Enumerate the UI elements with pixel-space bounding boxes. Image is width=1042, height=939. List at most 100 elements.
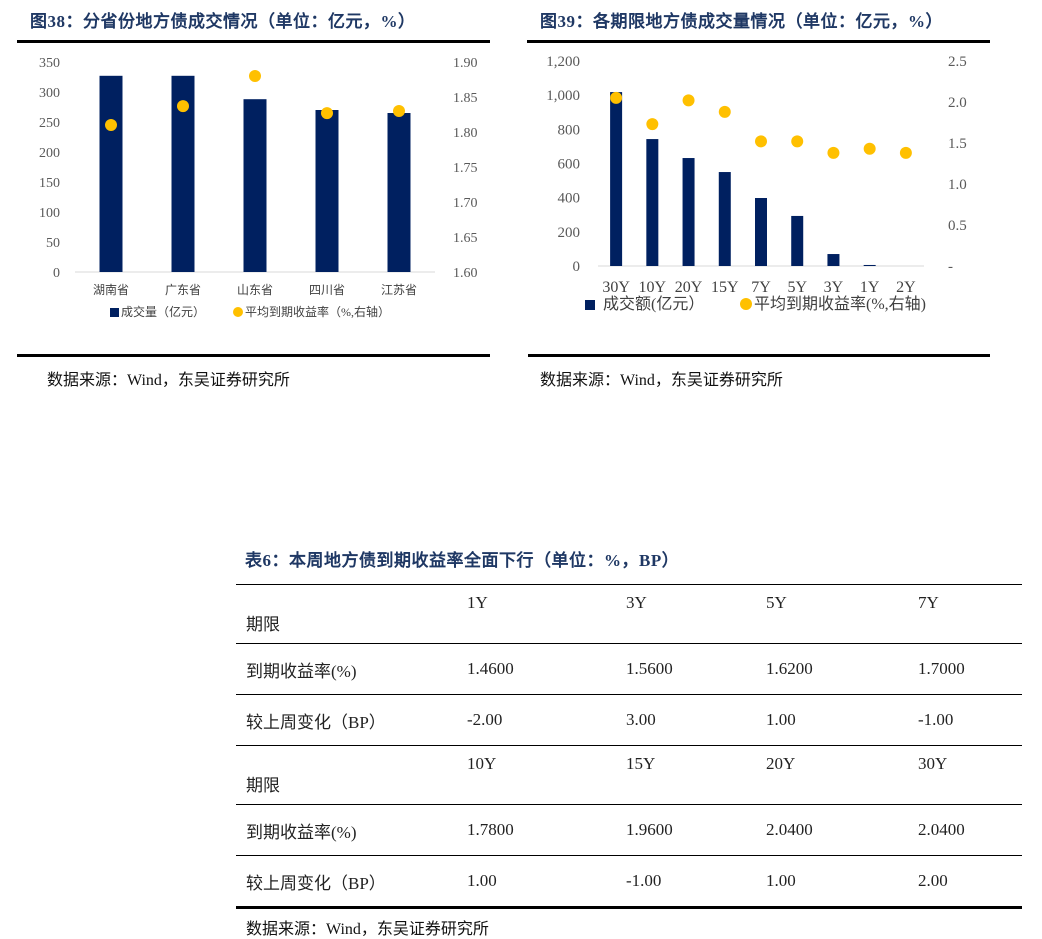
table-cell: 5Y bbox=[748, 584, 900, 644]
y-right-tick: - bbox=[948, 259, 953, 275]
table-cell: 2.0400 bbox=[748, 804, 900, 856]
x-category-label: 7Y bbox=[751, 279, 771, 296]
table-cell: 30Y bbox=[900, 745, 1022, 805]
y-right-tick: 1.85 bbox=[453, 91, 478, 106]
table-row: 较上周变化（BP） 1.00 -1.00 1.00 2.00 bbox=[236, 855, 1022, 909]
y-right-tick: 1.60 bbox=[453, 266, 478, 281]
y-right-tick: 0.5 bbox=[948, 218, 967, 234]
bar bbox=[171, 75, 195, 272]
legend-bar-swatch bbox=[110, 308, 119, 317]
yield-dot bbox=[755, 135, 767, 148]
x-category-label: 1Y bbox=[860, 279, 880, 296]
row-label: 期限 bbox=[236, 745, 449, 805]
legend-bar-swatch bbox=[585, 300, 595, 310]
table-cell: 1.00 bbox=[748, 694, 900, 746]
fig38-bottom-rule bbox=[17, 354, 490, 357]
y-left-tick: 800 bbox=[558, 122, 581, 138]
table-row: 到期收益率(%) 1.7800 1.9600 2.0400 2.0400 bbox=[236, 804, 1022, 856]
table-header-row: 期限 1Y 3Y 5Y 7Y bbox=[236, 584, 1022, 644]
x-category-label: 2Y bbox=[896, 279, 916, 296]
row-label: 较上周变化（BP） bbox=[236, 855, 449, 909]
bar bbox=[646, 139, 659, 266]
table-cell: 2.00 bbox=[900, 855, 1022, 909]
bar bbox=[827, 254, 840, 266]
x-category-label: 山东省 bbox=[237, 283, 273, 297]
bar bbox=[243, 99, 267, 272]
table-cell: 3.00 bbox=[608, 694, 748, 746]
yield-dot bbox=[899, 146, 912, 159]
fig38-source: 数据来源：Wind，东吴证券研究所 bbox=[47, 372, 290, 389]
table-cell: 1.5600 bbox=[608, 643, 748, 695]
y-right-tick: 2.5 bbox=[948, 54, 967, 70]
bar bbox=[315, 110, 339, 272]
table6-title: 表6：本周地方债到期收益率全面下行（单位：%，BP） bbox=[245, 551, 680, 570]
x-category-label: 30Y bbox=[602, 279, 630, 296]
yield-dot bbox=[827, 146, 840, 159]
y-right-tick: 1.0 bbox=[948, 177, 967, 193]
yield-dot bbox=[863, 142, 876, 155]
x-category-label: 江苏省 bbox=[381, 283, 417, 297]
y-left-tick: 0 bbox=[573, 259, 581, 275]
fig39-top-rule bbox=[527, 40, 990, 43]
table-cell: -1.00 bbox=[900, 694, 1022, 746]
table6-source: 数据来源：Wind，东吴证券研究所 bbox=[246, 921, 489, 938]
yield-dot bbox=[177, 100, 189, 113]
legend-dot-swatch bbox=[740, 298, 752, 310]
row-label: 到期收益率(%) bbox=[236, 804, 449, 856]
y-left-tick: 150 bbox=[39, 176, 60, 191]
x-category-label: 20Y bbox=[675, 279, 703, 296]
table-cell: 1.7800 bbox=[449, 804, 608, 856]
fig39-chart: 0 200 400 600 800 1,000 1,200 - 0.5 1.0 1.5 2.0 2.5 3… bbox=[546, 54, 967, 313]
bar bbox=[682, 158, 695, 266]
y-left-tick: 200 bbox=[558, 225, 581, 241]
y-left-tick: 1,000 bbox=[546, 88, 580, 104]
table-cell: 1.7000 bbox=[900, 643, 1022, 695]
y-left-tick: 50 bbox=[46, 236, 60, 251]
x-category-label: 3Y bbox=[824, 279, 844, 296]
x-category-label: 湖南省 bbox=[93, 282, 129, 297]
table-cell: 2.0400 bbox=[900, 804, 1022, 856]
y-left-tick: 350 bbox=[39, 56, 60, 71]
table-cell: 15Y bbox=[608, 745, 748, 805]
y-left-tick: 1,200 bbox=[546, 54, 580, 70]
table-row: 较上周变化（BP） -2.00 3.00 1.00 -1.00 bbox=[236, 694, 1022, 746]
row-label: 期限 bbox=[236, 584, 449, 644]
row-label: 到期收益率(%) bbox=[236, 643, 449, 695]
table-cell: 3Y bbox=[608, 584, 748, 644]
bar bbox=[99, 75, 123, 272]
table6: 期限 1Y 3Y 5Y 7Y 到期收益率(%) 1.4600 1.5600 1.6200 1.70… bbox=[236, 584, 1022, 909]
fig38-top-rule bbox=[17, 40, 490, 43]
yield-dot bbox=[105, 119, 117, 131]
table-row: 到期收益率(%) 1.4600 1.5600 1.6200 1.7000 bbox=[236, 643, 1022, 695]
row-label: 较上周变化（BP） bbox=[236, 694, 449, 746]
bar bbox=[387, 113, 411, 272]
y-right-tick: 2.0 bbox=[948, 95, 967, 111]
y-left-tick: 250 bbox=[39, 116, 60, 131]
x-category-label: 10Y bbox=[639, 279, 667, 296]
table-cell: 20Y bbox=[748, 745, 900, 805]
y-left-tick: 100 bbox=[39, 206, 60, 221]
y-right-tick: 1.75 bbox=[453, 161, 478, 176]
table-cell: -1.00 bbox=[608, 855, 748, 909]
y-right-tick: 1.90 bbox=[453, 56, 478, 71]
bar bbox=[863, 264, 876, 266]
legend-bar-label: 成交量（亿元） bbox=[121, 304, 205, 319]
y-left-tick: 200 bbox=[39, 146, 60, 161]
fig38-title: 图38：分省份地方债成交情况（单位：亿元，%） bbox=[30, 12, 416, 31]
y-right-tick: 1.80 bbox=[453, 126, 478, 141]
legend-bar-label: 成交额(亿元） bbox=[603, 295, 704, 313]
bar bbox=[791, 215, 804, 266]
yield-dot bbox=[321, 107, 333, 120]
yield-dot bbox=[646, 118, 659, 131]
table-cell: 1Y bbox=[449, 584, 608, 644]
fig39-bottom-rule bbox=[528, 354, 990, 357]
table-cell: 1.4600 bbox=[449, 643, 608, 695]
x-category-label: 5Y bbox=[787, 279, 807, 296]
yield-dot bbox=[791, 135, 804, 148]
table-cell: -2.00 bbox=[449, 694, 608, 746]
table-cell: 1.00 bbox=[449, 855, 608, 909]
bar bbox=[755, 198, 767, 266]
legend-dot-label: 平均到期收益率(%,右轴) bbox=[754, 295, 926, 313]
y-left-tick: 300 bbox=[39, 86, 60, 101]
table-cell: 10Y bbox=[449, 745, 608, 805]
